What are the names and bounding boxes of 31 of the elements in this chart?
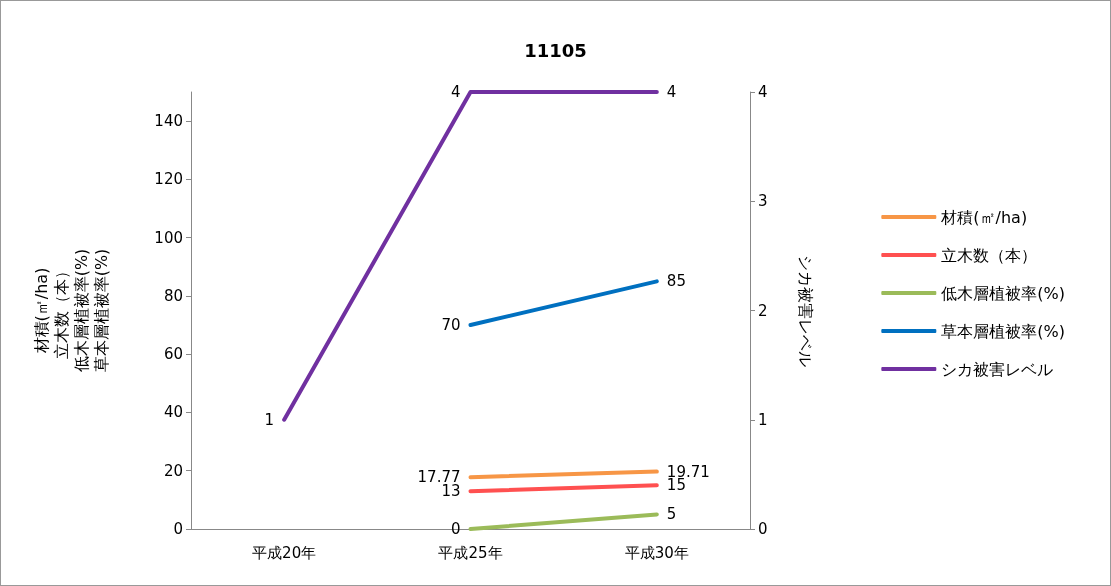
y-tick-label: 0	[173, 520, 183, 538]
y-tick-label: 100	[154, 228, 183, 247]
y2-tick-label: 1	[758, 410, 768, 429]
y-tick-label: 80	[163, 286, 183, 305]
y2-tick-label: 0	[758, 520, 768, 538]
data-label: 5	[666, 505, 677, 524]
y-tick-label: 120	[154, 170, 183, 189]
data-label: 85	[666, 272, 686, 291]
y2-tick-label: 3	[758, 192, 768, 211]
y2-axis-title: シカ被害レベル	[795, 254, 815, 367]
legend-label: 立木数（本）	[941, 245, 1038, 265]
data-label: 1	[264, 410, 275, 429]
y-axis-title: 材積(㎡/ha)立木数（本）低木層植被率(%)草本層植被率(%)	[31, 248, 111, 373]
x-tick-label: 平成20年	[252, 543, 317, 562]
y-tick-label: 60	[163, 345, 183, 364]
y2-tick-label: 4	[758, 83, 768, 101]
legend-label: シカ被害レベル	[941, 359, 1054, 379]
x-tick-label: 平成25年	[438, 543, 503, 562]
legend-label: 草本層植被率(%)	[941, 321, 1065, 341]
y-tick-label: 40	[163, 403, 183, 422]
legend-label: 低木層植被率(%)	[941, 283, 1065, 303]
data-label: 4	[666, 83, 677, 101]
y-tick-label: 140	[154, 112, 183, 131]
data-label: 0	[450, 520, 461, 538]
legend-label: 材積(㎡/ha)	[940, 207, 1028, 227]
y2-tick-label: 2	[758, 301, 768, 320]
data-label: 4	[450, 83, 461, 101]
chart-title: 11105	[524, 39, 587, 61]
data-label: 70	[441, 316, 461, 335]
x-tick-label: 平成30年	[624, 543, 689, 562]
y-tick-label: 20	[163, 461, 183, 480]
